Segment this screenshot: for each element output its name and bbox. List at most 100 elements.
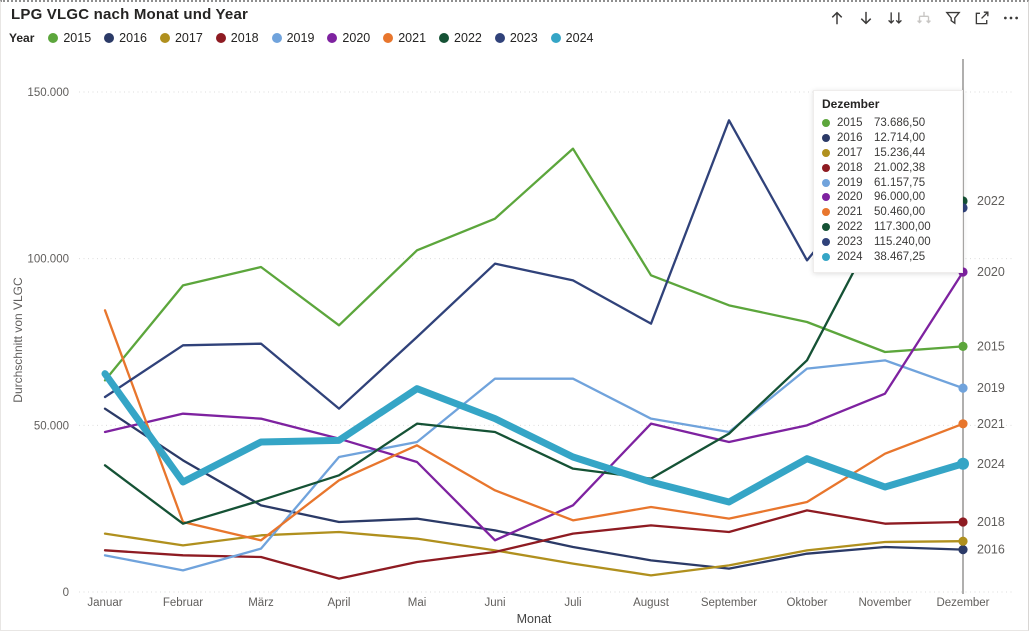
y-tick-label-150.000: 150.000 [27,87,69,99]
x-tick-label-September: September [701,597,757,609]
tooltip-series-dot [822,148,830,157]
go-to-next-level-icon[interactable] [886,9,904,27]
series-line-2016[interactable] [103,407,965,570]
expand-next-level-icon[interactable] [915,9,933,27]
legend-title: Year [9,31,35,45]
more-options-icon[interactable] [1002,9,1020,27]
legend-item-2022[interactable]: 2022 [439,31,482,45]
series-end-label-2019: 2019 [977,381,1005,395]
series-end-label-2015: 2015 [977,339,1005,353]
tooltip-value: 115.240,00 [874,235,931,248]
tooltip-year: 2019 [837,176,863,189]
y-tick-label-100.000: 100.000 [27,254,69,266]
tooltip-row-2022: 2022 117.300,00 [822,220,954,235]
legend-item-2017[interactable]: 2017 [159,31,203,45]
legend: Year 2015 2016 2017 2018 2019 2020 2021 2022 202… [9,31,593,45]
legend-item-label: 2017 [174,31,203,45]
tooltip-year: 2022 [837,220,863,233]
x-axis-title: Monat [517,612,552,626]
series-end-label-2020: 2020 [977,265,1005,279]
tooltip-series-dot [822,208,830,217]
tooltip-row-2016: 2016 12.714,00 [822,131,954,146]
series-line-2024[interactable] [101,370,967,506]
tooltip-value: 15.236,44 [874,146,926,159]
x-tick-label-Januar: Januar [87,597,122,609]
legend-dot-2019 [271,33,282,43]
legend-item-2018[interactable]: 2018 [215,31,259,45]
tooltip-row-2019: 2019 61.157,75 [822,175,954,190]
legend-dot-2022 [439,33,450,43]
legend-item-2024[interactable]: 2024 [550,31,594,45]
series-line-2018[interactable] [103,509,965,580]
focus-mode-icon[interactable] [973,9,991,27]
tooltip-series-dot [822,119,830,128]
legend-item-label: 2024 [565,31,594,45]
series-marker-2015[interactable] [958,341,968,351]
series-line-2019[interactable] [103,359,965,572]
tooltip-series-dot [822,178,830,187]
tooltip-year: 2023 [837,235,863,248]
series-marker-2021[interactable] [958,419,968,429]
series-marker-2018[interactable] [958,517,968,527]
drill-up-icon[interactable] [828,9,846,27]
legend-item-label: 2016 [119,31,147,45]
tooltip-value: 12.714,00 [874,132,926,145]
legend-dot-2016 [104,33,115,43]
tooltip-year: 2015 [837,117,863,130]
tooltip-value: 73.686,50 [874,117,926,130]
tooltip-year: 2018 [837,161,863,174]
legend-item-2021[interactable]: 2021 [383,31,426,45]
legend-item-label: 2018 [230,31,259,45]
tooltip-series-dot [822,237,830,246]
tooltip-series-dot [822,163,830,172]
y-axis-title: Durchschnitt von VLGC [11,277,25,403]
legend-dot-2018 [215,33,226,43]
series-marker-2024[interactable] [957,457,969,470]
tooltip-value: 21.002,38 [874,161,926,174]
x-tick-label-Juli: Juli [564,597,581,609]
tooltip-row-2018: 2018 21.002,38 [822,160,954,175]
legend-dot-2021 [383,33,394,43]
legend-dot-2023 [494,33,505,43]
tooltip-year: 2016 [837,132,863,145]
series-line-2021[interactable] [103,309,965,542]
x-tick-label-Dezember: Dezember [936,597,989,609]
tooltip-year: 2020 [837,191,863,204]
legend-item-2023[interactable]: 2023 [494,31,538,45]
legend-item-2015[interactable]: 2015 [48,31,91,45]
legend-item-label: 2019 [286,31,315,45]
tooltip-year: 2017 [837,146,863,159]
legend-item-2016[interactable]: 2016 [104,31,147,45]
tooltip-series-dot [822,222,830,231]
y-tick-label-50.000: 50.000 [34,420,69,432]
x-tick-label-April: April [327,597,350,609]
visual-toolbar [828,9,1020,27]
x-tick-label-Oktober: Oktober [787,597,828,609]
legend-item-label: 2015 [63,31,92,45]
series-line-2022[interactable] [103,199,965,525]
series-marker-2016[interactable] [958,545,968,555]
tooltip-value: 61.157,75 [874,176,926,189]
tooltip-row-2021: 2021 50.460,00 [822,205,954,220]
series-line-2015[interactable] [103,147,965,382]
tooltip-header: Dezember [822,97,880,111]
series-end-label-2021: 2021 [977,417,1005,431]
y-tick-label-0: 0 [63,587,69,599]
legend-item-2019[interactable]: 2019 [271,31,315,45]
tooltip-row-2020: 2020 96.000,00 [822,190,954,205]
legend-item-label: 2020 [342,31,371,45]
x-tick-label-Mai: Mai [408,597,427,609]
filter-icon[interactable] [944,9,962,27]
series-marker-2017[interactable] [958,536,968,546]
series-line-2020[interactable] [103,270,965,542]
x-tick-label-August: August [633,597,670,609]
x-tick-label-März: März [248,597,274,609]
series-end-label-2022: 2022 [977,194,1005,208]
series-marker-2019[interactable] [958,383,968,393]
legend-dot-2020 [327,33,338,43]
legend-item-2020[interactable]: 2020 [327,31,370,45]
tooltip-value: 50.460,00 [874,206,926,219]
drill-down-icon[interactable] [857,9,875,27]
